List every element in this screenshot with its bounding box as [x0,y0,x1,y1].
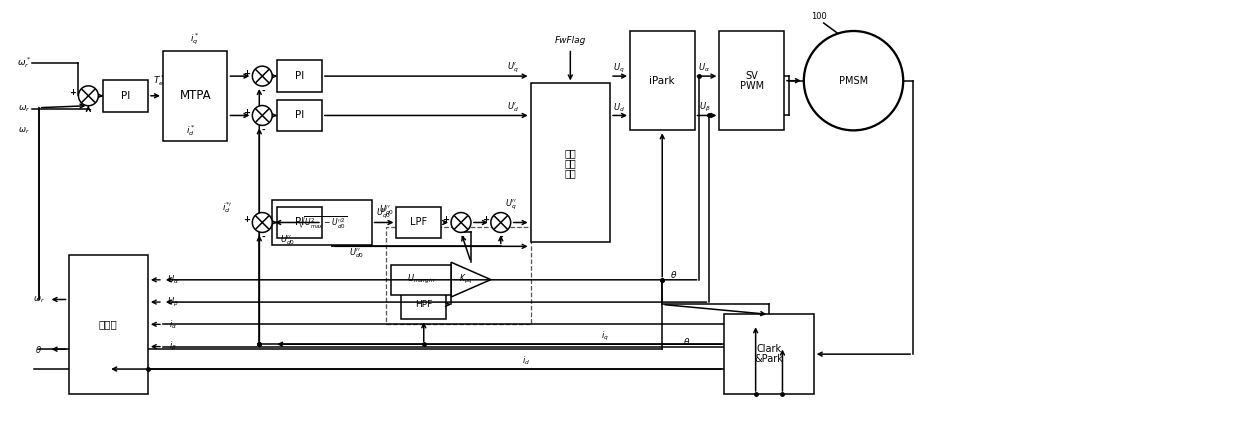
Text: $K_{pq}$: $K_{pq}$ [459,273,472,286]
Text: -: - [460,233,464,242]
Text: $i_d$: $i_d$ [522,355,529,367]
Text: $U_\alpha$: $U_\alpha$ [167,274,179,286]
Text: PI: PI [295,217,304,227]
Text: $U_{margin}$: $U_{margin}$ [407,273,435,286]
FancyBboxPatch shape [402,290,446,319]
Text: -: - [262,233,265,242]
FancyBboxPatch shape [278,99,322,132]
Text: $U_d$: $U_d$ [613,101,625,114]
Text: PI: PI [122,91,130,101]
Circle shape [78,86,98,106]
FancyBboxPatch shape [630,31,694,130]
Text: $i_\alpha$: $i_\alpha$ [169,318,177,330]
Text: 切换: 切换 [564,158,577,168]
Text: 观测器: 观测器 [99,319,118,329]
Text: $\sqrt{U^2_{max}-U^{\prime\prime 2}_{d0}}$: $\sqrt{U^2_{max}-U^{\prime\prime 2}_{d0}… [296,214,347,231]
Text: FwFlag: FwFlag [554,36,587,45]
Text: +: + [243,215,250,224]
Text: $i_\beta$: $i_\beta$ [169,340,177,353]
Text: +: + [443,215,449,224]
Text: $i_q$: $i_q$ [601,330,609,343]
FancyBboxPatch shape [273,200,372,245]
Text: 弱磁: 弱磁 [564,148,577,158]
Text: PWM: PWM [739,81,764,91]
Text: $U_{q0}^{\prime\prime}$: $U_{q0}^{\prime\prime}$ [379,204,394,218]
Text: MTPA: MTPA [180,89,211,102]
Circle shape [252,66,273,86]
Text: PI: PI [295,110,304,121]
Text: $U_q$: $U_q$ [614,62,625,75]
FancyBboxPatch shape [397,207,441,238]
FancyBboxPatch shape [392,265,451,294]
Text: +: + [482,215,489,224]
Text: $i_d^{*\prime}$: $i_d^{*\prime}$ [222,200,232,215]
FancyBboxPatch shape [278,60,322,92]
FancyBboxPatch shape [719,31,784,130]
Text: SV: SV [745,71,758,81]
Text: -: - [500,233,503,242]
Text: $U_\beta$: $U_\beta$ [698,101,711,114]
Text: -: - [262,87,265,95]
Text: PI: PI [295,71,304,81]
Text: &Park: &Park [755,354,784,364]
Text: HPF: HPF [415,300,433,309]
Text: $\theta$: $\theta$ [683,336,691,347]
Text: $\theta$: $\theta$ [671,269,678,280]
Circle shape [252,106,273,125]
Text: $U_{d0}^{\prime\prime}$: $U_{d0}^{\prime\prime}$ [279,234,295,247]
Circle shape [804,31,903,130]
Text: $U_\alpha$: $U_\alpha$ [698,62,711,74]
Text: $U_{d0}^{\prime\prime}$: $U_{d0}^{\prime\prime}$ [350,246,365,260]
FancyBboxPatch shape [103,80,148,112]
Text: $U_\beta$: $U_\beta$ [167,296,179,308]
Text: $U_q^{\prime\prime}$: $U_q^{\prime\prime}$ [505,198,517,212]
Text: $U_q^{\prime}$: $U_q^{\prime}$ [507,61,518,75]
Text: $i_q^*$: $i_q^*$ [191,31,200,47]
Text: PMSM: PMSM [839,76,868,86]
Text: $T_e^*$: $T_e^*$ [153,73,165,88]
Circle shape [491,213,511,232]
Text: +: + [243,69,250,77]
Text: 开关: 开关 [564,168,577,178]
Circle shape [252,213,273,232]
Polygon shape [451,262,491,297]
Text: -: - [88,106,92,115]
FancyBboxPatch shape [531,83,610,242]
Text: $\omega_r$: $\omega_r$ [17,103,30,114]
Text: +: + [69,88,77,97]
Text: $\omega_r^*$: $\omega_r^*$ [16,55,31,70]
Text: +: + [243,108,250,117]
Text: -: - [262,126,265,135]
Text: $U_{q0}^{\prime\prime}$: $U_{q0}^{\prime\prime}$ [377,206,392,220]
Text: Clark: Clark [756,344,781,354]
FancyBboxPatch shape [162,51,227,140]
Text: $\theta$: $\theta$ [35,344,42,355]
FancyBboxPatch shape [68,255,148,394]
FancyBboxPatch shape [278,207,322,238]
Circle shape [451,213,471,232]
Text: 100: 100 [811,11,827,21]
Text: LPF: LPF [410,217,428,227]
Text: $i_d^*$: $i_d^*$ [186,123,195,138]
Text: $U_d^{\prime}$: $U_d^{\prime}$ [507,101,518,114]
Text: $\omega_r$: $\omega_r$ [17,125,30,136]
FancyBboxPatch shape [724,315,813,394]
Text: iPark: iPark [650,76,675,86]
Text: $\omega_r$: $\omega_r$ [32,294,45,305]
